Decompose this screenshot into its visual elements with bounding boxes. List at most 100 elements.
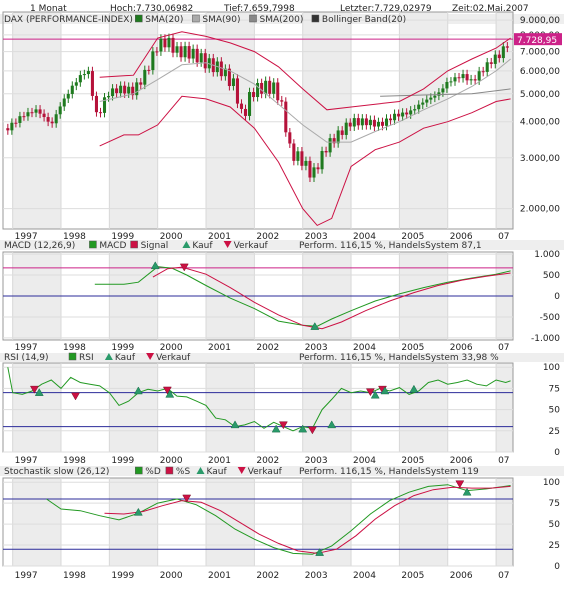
candle-body	[389, 118, 393, 121]
buy-marker	[315, 548, 325, 556]
buy-marker	[271, 424, 281, 433]
x-tick-label: 2002	[256, 571, 279, 581]
x-tick-label: 1998	[63, 232, 86, 242]
candle-body	[417, 104, 421, 110]
candle-body	[260, 82, 264, 94]
legend-label: SMA(90)	[202, 15, 240, 25]
year-band	[206, 12, 255, 229]
buy-marker	[409, 384, 419, 393]
candle-body	[493, 54, 497, 64]
candle-body	[66, 93, 70, 99]
candle-body	[167, 37, 171, 48]
candle-body	[223, 68, 227, 77]
buy-marker	[230, 420, 240, 429]
candle-body	[119, 85, 123, 94]
legend-kauf-icon	[196, 467, 205, 474]
legend-label: Verkauf	[156, 353, 191, 363]
y-tick-label: 100	[543, 478, 560, 488]
candle-body	[179, 46, 183, 58]
legend-label: Bollinger Band(20)	[322, 15, 406, 25]
x-tick-label: 2006	[450, 232, 473, 242]
year-band	[399, 12, 448, 229]
candle-body	[183, 46, 187, 58]
candle-body	[465, 74, 469, 81]
candle-body	[159, 38, 163, 52]
candle-body	[54, 114, 58, 124]
x-tick-label: 2006	[450, 456, 473, 466]
candle-body	[187, 46, 191, 59]
sell-marker	[162, 386, 172, 395]
candle-body	[376, 121, 380, 127]
candle-body	[409, 110, 413, 115]
year-band	[206, 363, 255, 452]
candle-body	[235, 78, 239, 104]
candle-body	[453, 77, 457, 82]
buy-marker	[370, 390, 380, 399]
candle-body	[437, 92, 441, 96]
candle-body	[115, 88, 119, 94]
sell-marker	[71, 392, 80, 401]
candle-body	[219, 61, 223, 77]
series-line	[46, 484, 511, 555]
candle-body	[300, 151, 304, 166]
x-tick-label: 2000	[160, 343, 183, 353]
x-tick-label: 1997	[15, 343, 38, 353]
candle-body	[46, 117, 50, 122]
buy-marker	[150, 261, 160, 270]
candle-body	[441, 88, 445, 93]
candle-body	[207, 58, 211, 69]
x-tick-label: 2003	[305, 232, 328, 242]
candle-body	[102, 97, 107, 113]
y-tick-label: 50	[549, 520, 561, 530]
candle-body	[280, 100, 284, 102]
candle-body	[485, 62, 489, 72]
candle-body	[58, 106, 62, 115]
x-tick-label: 1998	[63, 343, 86, 353]
year-band	[302, 363, 352, 452]
candle-body	[413, 109, 417, 111]
candle-body	[288, 132, 292, 144]
y-tick-label: 0	[554, 562, 560, 572]
candle-body	[78, 75, 82, 83]
y-tick-label: 4.000,00	[520, 118, 560, 128]
legend-verkauf-icon	[237, 467, 246, 474]
candle-body	[372, 119, 376, 127]
y-tick-label: 25	[549, 541, 560, 551]
candle-body	[243, 108, 248, 116]
x-tick-label: 2001	[208, 571, 231, 581]
x-tick-label: 1997	[15, 232, 38, 242]
candle-body	[308, 160, 312, 178]
x-tick-label: 1999	[111, 232, 134, 242]
legend-label: Signal	[141, 241, 169, 251]
legend-title: RSI (14,9)	[4, 353, 49, 363]
y-tick-label: 0	[554, 448, 560, 458]
x-tick-label: 1999	[111, 343, 134, 353]
candle-body	[360, 118, 364, 126]
legend-swatch	[192, 14, 200, 23]
candle-body	[139, 82, 143, 85]
x-tick-label: 2002	[256, 343, 279, 353]
candle-body	[199, 53, 203, 63]
candle-body	[356, 118, 360, 126]
candle-body	[70, 85, 74, 94]
year-band	[496, 12, 513, 229]
candle-body	[90, 71, 94, 96]
buy-marker	[165, 389, 175, 398]
year-band	[496, 363, 513, 452]
candle-body	[10, 122, 14, 131]
x-tick-label: 2004	[353, 456, 376, 466]
legend-swatch	[68, 352, 77, 361]
legend-swatch	[135, 14, 143, 23]
candle-body	[505, 46, 509, 48]
candle-body	[316, 167, 320, 170]
candle-body	[320, 151, 324, 170]
series-line	[99, 58, 511, 143]
x-tick-label: 2000	[160, 456, 183, 466]
legend-swatch	[311, 14, 320, 23]
candle-body	[248, 92, 252, 116]
y-tick-label: -1.000	[531, 334, 560, 344]
header-bar: 1 Monat Hoch:7.730,06982 Tief:7.659,7998…	[30, 4, 529, 14]
y-tick-label: 500	[543, 271, 560, 281]
candle-body	[163, 38, 167, 48]
year-band	[109, 363, 158, 452]
